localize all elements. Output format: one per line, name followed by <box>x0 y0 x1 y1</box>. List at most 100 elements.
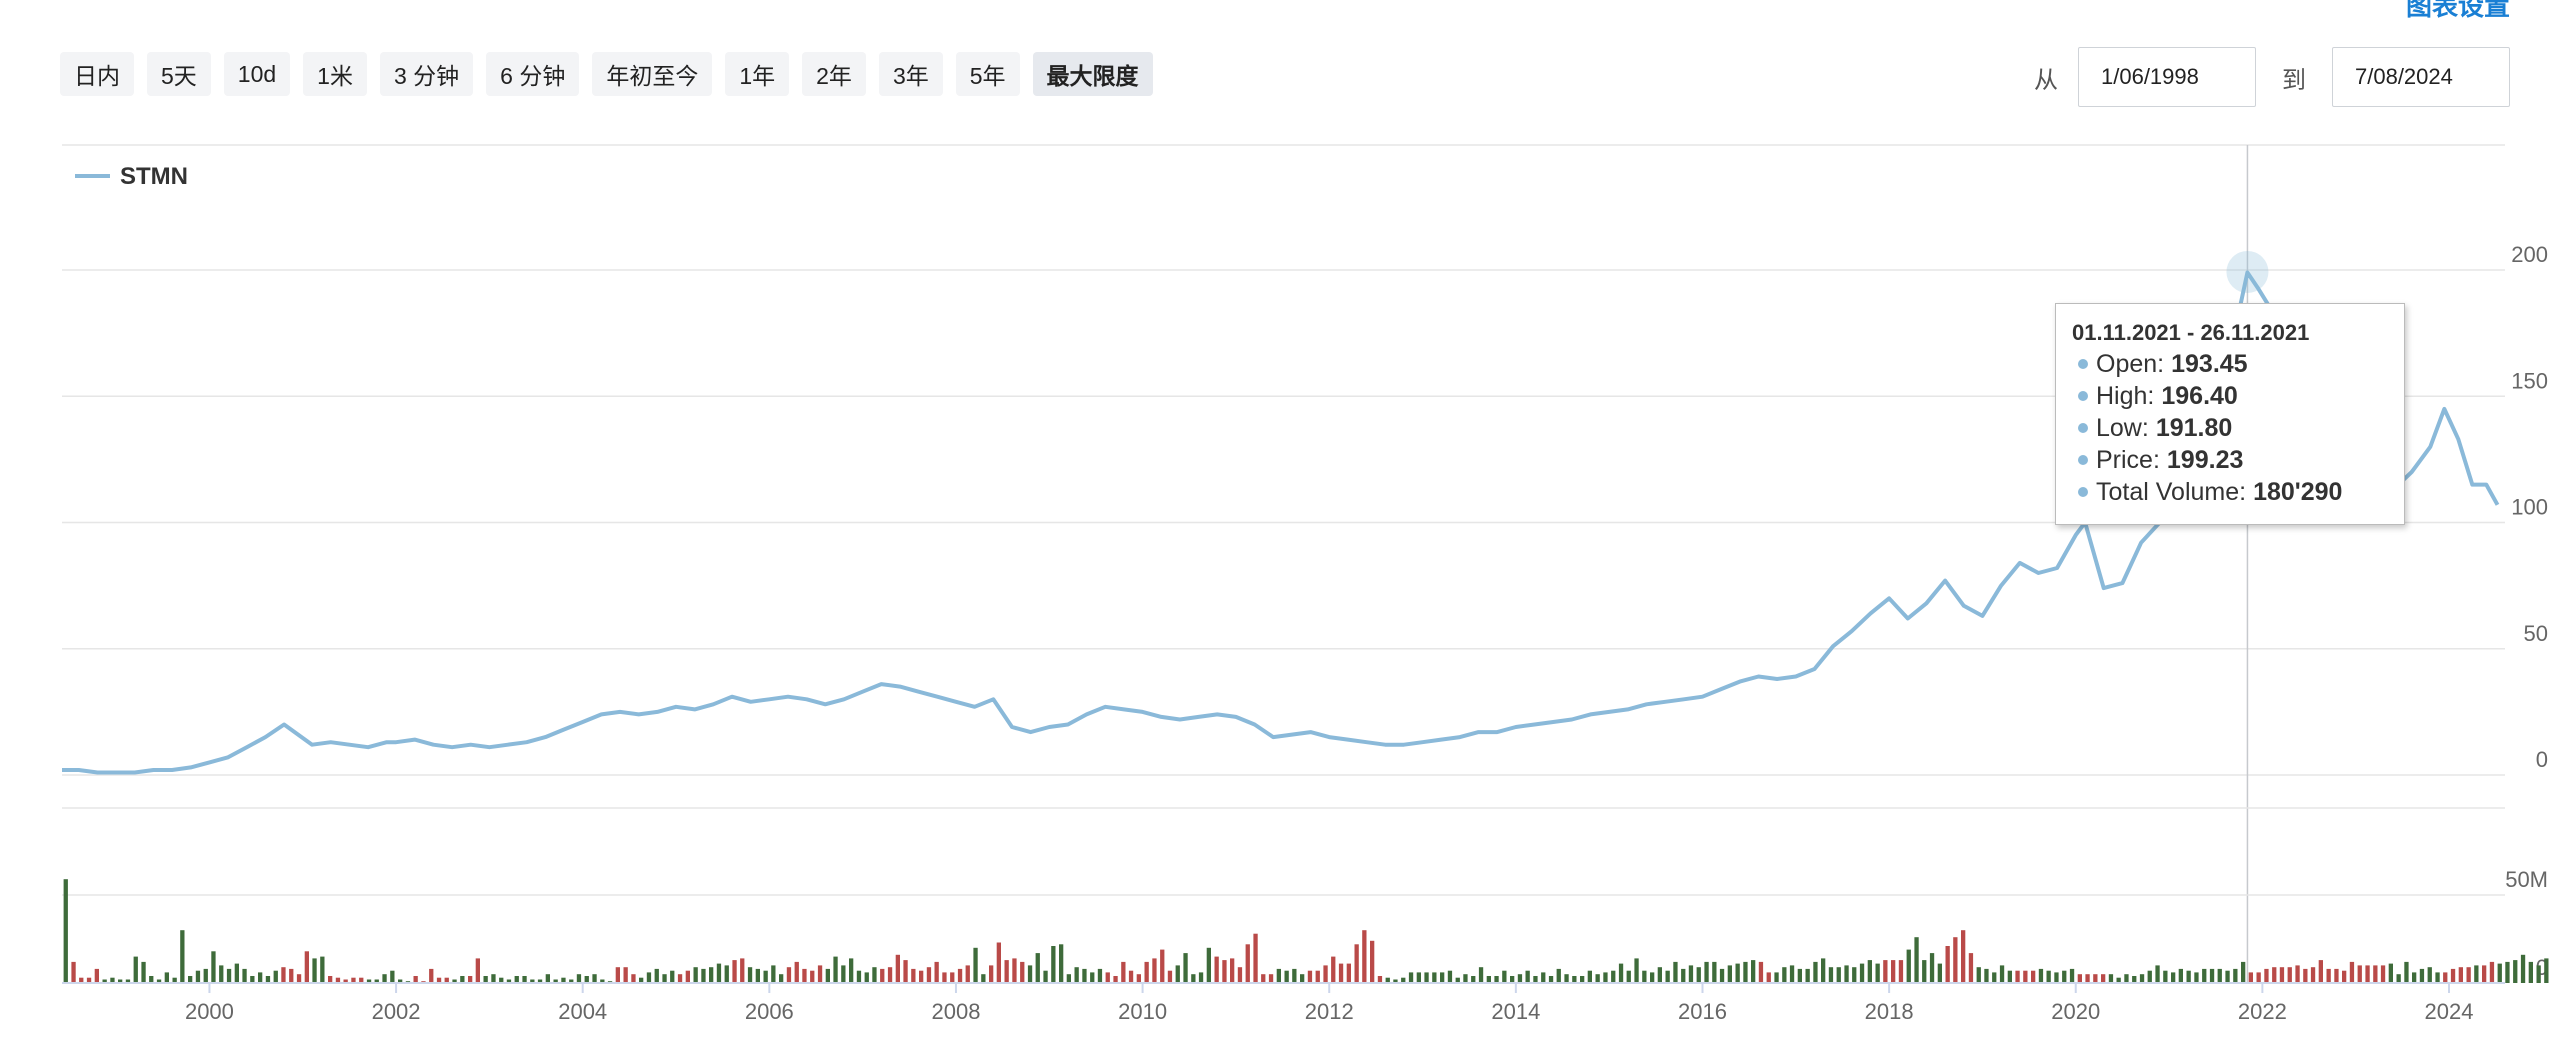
volume-bar <box>102 979 107 983</box>
volume-bar <box>2233 968 2238 983</box>
price-y-tick-0: 0 <box>2536 747 2548 772</box>
volume-bar <box>1813 961 1818 983</box>
range-button-4[interactable]: 3 分钟 <box>379 52 474 96</box>
volume-bar <box>1712 961 1717 983</box>
volume-bar <box>2528 961 2533 983</box>
volume-bar <box>1650 972 1655 983</box>
volume-bar <box>1634 958 1639 983</box>
volume-bar <box>926 967 932 983</box>
volume-bar <box>685 970 690 983</box>
volume-bar <box>2380 965 2386 983</box>
range-button-5[interactable]: 6 分钟 <box>486 52 580 96</box>
volume-bar <box>2474 965 2479 983</box>
volume-bar <box>1331 956 1336 983</box>
volume-bar <box>2023 970 2028 983</box>
volume-bar <box>996 942 1001 983</box>
volume-bar <box>2279 967 2285 983</box>
volume-bar <box>1852 967 1857 983</box>
volume-bar <box>1665 970 1670 983</box>
x-tick-2020: 2020 <box>2051 999 2100 1024</box>
volume-bar <box>281 967 286 983</box>
volume-bar <box>436 977 442 983</box>
volume-bar <box>1859 963 1865 983</box>
volume-bar <box>1642 970 1647 983</box>
volume-bar <box>1377 976 1383 983</box>
volume-bar <box>973 947 978 983</box>
volume-bar <box>2536 965 2541 983</box>
x-tick-2004: 2004 <box>558 999 607 1024</box>
volume-bar <box>1494 976 1499 983</box>
volume-bar <box>887 967 893 983</box>
range-button-3[interactable]: 1米 <box>303 52 367 96</box>
volume-bar <box>919 970 924 983</box>
range-button-2[interactable]: 10d <box>223 52 291 96</box>
volume-bar <box>258 972 263 983</box>
volume-bar <box>2435 972 2440 983</box>
volume-bar <box>2248 972 2253 983</box>
to-date-input[interactable] <box>2332 47 2510 107</box>
volume-bar <box>2272 967 2277 983</box>
volume-bars <box>63 879 2549 983</box>
tooltip-row-open: Open: 193.45 <box>2072 348 2388 380</box>
volume-bar <box>156 979 162 983</box>
volume-bar <box>86 977 92 983</box>
volume-bar <box>1603 972 1608 983</box>
volume-bar <box>1580 976 1585 983</box>
volume-bar <box>1066 974 1071 983</box>
volume-bar <box>2326 968 2331 983</box>
volume-bar <box>211 951 216 983</box>
volume-bar <box>1828 967 1834 983</box>
volume-bar <box>1766 972 1771 983</box>
volume-bar <box>2069 968 2075 983</box>
x-tick-2018: 2018 <box>1865 999 1914 1024</box>
bullet-icon <box>2078 423 2088 433</box>
volume-bar <box>429 968 434 983</box>
volume-bar <box>234 963 239 983</box>
volume-bar <box>1338 963 1344 983</box>
volume-bar <box>2388 963 2393 983</box>
volume-bar <box>1183 953 1188 983</box>
volume-bar <box>654 968 659 983</box>
volume-bar <box>1128 970 1134 983</box>
x-tick-2012: 2012 <box>1305 999 1354 1024</box>
range-button-6[interactable]: 年初至今 <box>592 52 713 96</box>
volume-bar <box>1393 979 1398 983</box>
volume-bar <box>2404 961 2409 983</box>
volume-bar <box>623 967 628 983</box>
volume-bar <box>2202 968 2207 983</box>
volume-bar <box>779 974 784 983</box>
volume-bar <box>1144 961 1149 983</box>
volume-bar <box>1191 974 1196 983</box>
volume-bar <box>1517 974 1523 983</box>
from-date-input[interactable] <box>2078 47 2256 107</box>
tooltip-label: Price: <box>2096 446 2160 474</box>
range-button-1[interactable]: 5天 <box>147 52 211 96</box>
volume-bar <box>125 979 131 983</box>
tooltip-value: 199.23 <box>2166 446 2244 474</box>
range-button-11[interactable]: 最大限度 <box>1032 52 1153 96</box>
range-button-bar: 日内 5天 10d 1米 3 分钟 6 分钟 年初至今 1年 2年 3年 5年 最大限度 <box>60 52 1153 96</box>
volume-bar <box>1268 974 1274 983</box>
range-button-9[interactable]: 3年 <box>878 52 943 96</box>
chart-settings-link[interactable]: 图表设置 <box>2405 0 2510 21</box>
range-button-0[interactable]: 日内 <box>60 52 134 96</box>
volume-bar <box>2505 961 2510 983</box>
volume-bar <box>1999 965 2005 983</box>
volume-bar <box>2101 974 2106 983</box>
volume-bar <box>1595 974 1600 983</box>
volume-bar <box>677 974 683 983</box>
volume-bar <box>1789 965 1795 983</box>
volume-bar <box>1245 944 1250 983</box>
volume-bar <box>880 968 885 983</box>
volume-bar <box>1751 960 1756 983</box>
volume-bar <box>398 979 403 983</box>
volume-bar <box>872 967 877 983</box>
range-button-10[interactable]: 5年 <box>955 52 1020 96</box>
range-button-7[interactable]: 1年 <box>725 52 790 96</box>
volume-bar <box>2209 968 2215 983</box>
range-button-8[interactable]: 2年 <box>802 52 866 96</box>
volume-bar <box>1836 967 1841 983</box>
volume-bar <box>662 974 667 983</box>
tooltip-value: 191.80 <box>2155 414 2233 442</box>
